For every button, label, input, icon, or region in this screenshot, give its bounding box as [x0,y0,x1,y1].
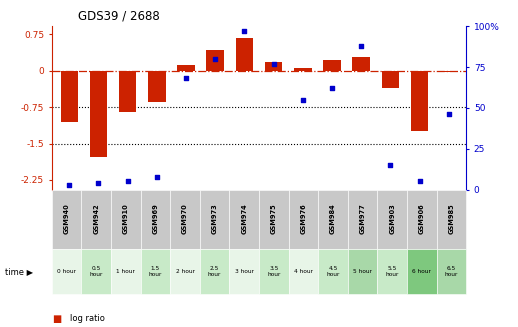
Point [269,61,278,66]
Bar [323,60,341,71]
Text: GSM985: GSM985 [449,204,454,234]
Text: 4 hour: 4 hour [294,269,313,274]
Text: 3.5
hour: 3.5 hour [267,266,280,277]
Text: GDS39 / 2688: GDS39 / 2688 [78,10,160,23]
Text: GSM977: GSM977 [359,204,366,234]
Bar [440,71,457,72]
Text: GSM910: GSM910 [123,204,129,234]
Text: GSM903: GSM903 [389,204,395,234]
Text: 0.5
hour: 0.5 hour [90,266,103,277]
Bar [265,62,282,71]
Bar [119,71,136,112]
Text: GSM970: GSM970 [182,204,188,234]
Point [357,43,365,48]
Point [65,182,74,187]
Point [153,174,161,179]
Text: 5 hour: 5 hour [353,269,372,274]
Text: 1.5
hour: 1.5 hour [149,266,162,277]
Point [386,163,395,168]
Point [94,181,103,186]
Text: log ratio: log ratio [70,314,105,323]
Text: 6 hour: 6 hour [412,269,431,274]
Bar [90,71,107,157]
Point [211,56,219,61]
Text: GSM974: GSM974 [241,204,247,234]
Text: GSM973: GSM973 [211,204,218,234]
Text: 3 hour: 3 hour [235,269,254,274]
Point [240,28,249,34]
Text: GSM940: GSM940 [64,204,69,234]
Text: 0 hour: 0 hour [57,269,76,274]
Text: 6.5
hour: 6.5 hour [445,266,458,277]
Text: ■: ■ [52,314,61,324]
Text: GSM969: GSM969 [152,204,159,234]
Bar [411,71,428,131]
Bar [382,71,399,88]
Text: GSM976: GSM976 [300,204,307,234]
Bar [177,65,195,71]
Bar [61,71,78,122]
Text: GSM942: GSM942 [93,204,99,234]
Bar [207,50,224,71]
Bar [294,68,311,71]
Bar [352,57,370,71]
Text: GSM984: GSM984 [330,204,336,234]
Bar [236,38,253,71]
Point [444,112,453,117]
Text: 5.5
hour: 5.5 hour [385,266,399,277]
Text: 2 hour: 2 hour [176,269,194,274]
Text: GSM975: GSM975 [271,204,277,234]
Point [415,179,424,184]
Text: 2.5
hour: 2.5 hour [208,266,221,277]
Text: 1 hour: 1 hour [117,269,135,274]
Point [328,86,336,91]
Bar [148,71,166,102]
Point [182,76,190,81]
Point [299,97,307,102]
Point [123,179,132,184]
Text: GSM906: GSM906 [419,204,425,234]
Text: 4.5
hour: 4.5 hour [326,266,340,277]
Text: time ▶: time ▶ [5,267,33,276]
